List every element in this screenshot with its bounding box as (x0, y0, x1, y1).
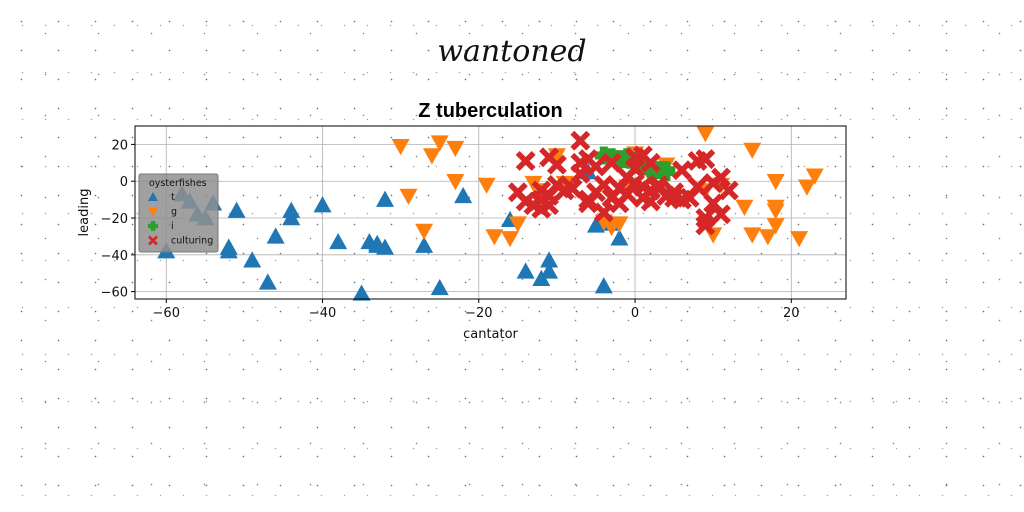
data-point (743, 143, 761, 159)
data-point (423, 148, 441, 164)
data-point (572, 133, 588, 149)
data-point (329, 233, 347, 249)
data-point (392, 139, 410, 155)
y-axis-label: leading (77, 189, 92, 237)
data-point (431, 279, 449, 295)
legend-title: oysterfishes (149, 178, 207, 189)
data-point (446, 174, 464, 190)
data-point (518, 153, 534, 169)
x-tick-label: −40 (309, 306, 336, 321)
y-tick-label: −60 (101, 286, 128, 301)
y-tick-label: 20 (111, 138, 128, 153)
data-point (353, 284, 371, 300)
data-point (767, 174, 785, 190)
x-axis-label: cantator (463, 327, 518, 342)
data-point (399, 189, 417, 205)
data-point (767, 203, 785, 219)
points-layer (157, 126, 823, 301)
data-point (674, 162, 690, 178)
data-point (415, 224, 433, 240)
data-point (485, 229, 503, 245)
data-point (454, 187, 472, 203)
y-tick-label: −40 (101, 249, 128, 264)
data-point (220, 238, 238, 254)
data-point (228, 202, 246, 218)
x-tick-label: 0 (631, 306, 639, 321)
data-point (735, 200, 753, 216)
data-point (314, 196, 332, 212)
data-point (501, 231, 519, 247)
x-tick-label: −20 (465, 306, 492, 321)
data-point (478, 178, 496, 194)
data-point (243, 251, 261, 267)
x-tick-label: 20 (783, 306, 800, 321)
data-point (446, 141, 464, 157)
data-point (517, 262, 535, 278)
y-tick-label: 0 (120, 175, 128, 190)
chart-title: Z tuberculation (418, 100, 562, 122)
data-point (259, 273, 277, 289)
data-point (376, 191, 394, 207)
data-point (696, 126, 714, 142)
data-point (588, 158, 604, 174)
legend-label: culturing (171, 236, 213, 247)
data-point (267, 227, 285, 243)
data-point (790, 231, 808, 247)
legend-label: g (171, 207, 177, 218)
legend-label: i (171, 221, 174, 232)
x-tick-label: −60 (153, 306, 180, 321)
data-point (595, 277, 613, 293)
legend: oysterfishes tgi culturing (139, 174, 218, 252)
y-tick-label: −20 (101, 212, 128, 227)
data-point (743, 227, 761, 243)
legend-label: t (171, 192, 175, 203)
